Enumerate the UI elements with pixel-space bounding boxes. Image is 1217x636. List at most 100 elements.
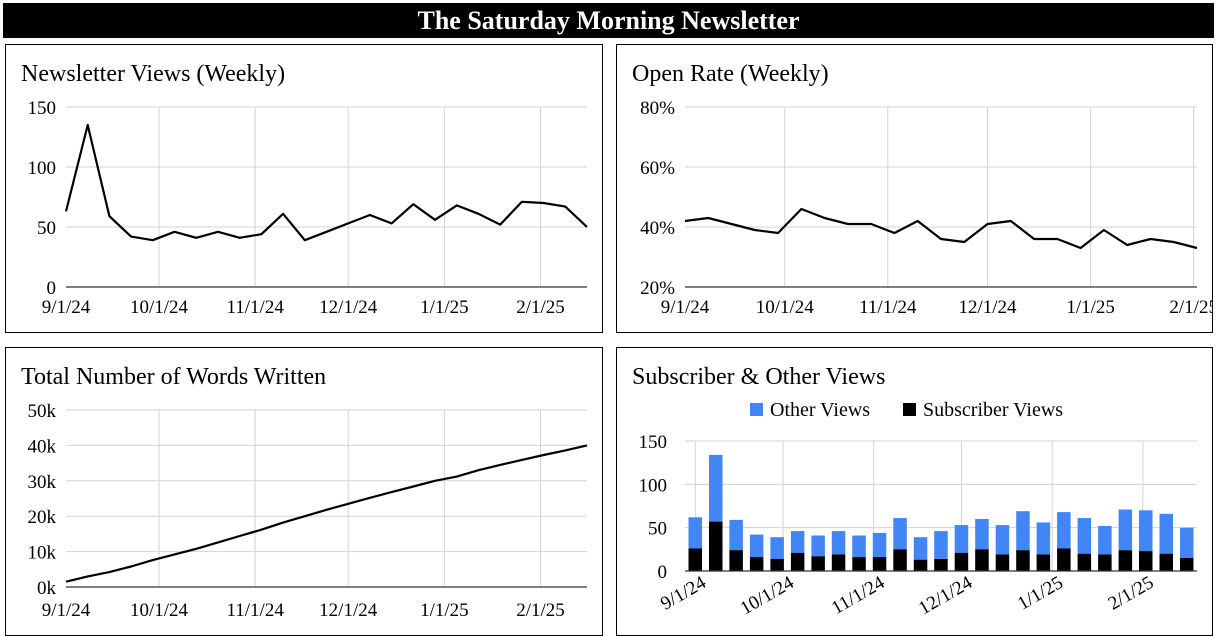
subscriber-other-chart-title: Subscriber & Other Views [632,364,885,390]
x-tick-label: 11/1/24 [226,600,284,621]
bar-other-views [975,519,989,550]
open-rate-chart-panel: Open Rate (Weekly) 20% 40% 60% 80% 9/1/24 10/… [616,44,1213,333]
views-chart-title: Newsletter Views (Weekly) [21,61,285,87]
y-tick-label: 80% [640,98,675,119]
bar-subscriber-views [1036,554,1051,571]
open-rate-chart: Open Rate (Weekly) 20% 40% 60% 80% 9/1/24 10/… [632,61,1212,318]
legend-label-other-views: Other Views [770,399,870,421]
bar-other-views [1180,527,1194,558]
bar-subscriber-views [729,550,743,571]
bar-other-views [729,519,743,551]
legend-label-subscriber-views: Subscriber Views [923,399,1063,421]
x-tick-label: 9/1/24 [661,297,710,318]
bar-other-views [1098,525,1112,555]
open-rate-chart-title: Open Rate (Weekly) [632,61,829,87]
bar-other-views [852,535,866,558]
y-tick-label: 60% [640,158,675,179]
series-line [684,207,1198,250]
bar-subscriber-views [1098,554,1112,571]
bar-other-views [872,532,887,558]
bar-other-views [995,525,1010,555]
bar-other-views [1118,509,1133,551]
y-tick-label: 50 [37,218,56,239]
bar-other-views [811,535,825,557]
bar-other-views [1159,513,1173,554]
bar-subscriber-views [934,558,948,571]
x-tick-label: 10/1/24 [130,297,189,318]
x-tick-label: 11/1/24 [226,297,284,318]
x-tick-label: 9/1/24 [42,600,91,621]
x-tick-label: 1/1/25 [1014,572,1067,614]
bar-other-views [934,531,948,559]
x-tick-label: 11/1/24 [859,297,917,318]
bar-subscriber-views [709,521,723,571]
y-tick-label: 30k [28,472,57,493]
bar-subscriber-views [1180,558,1194,571]
x-tick-label: 10/1/24 [737,572,798,619]
bar-subscriber-views [1016,550,1030,571]
x-tick-label: 12/1/24 [915,572,976,619]
views-chart-panel: Newsletter Views (Weekly) 0 50 100 150 9/1/2… [5,44,603,333]
y-tick-label: 0k [37,578,57,599]
bar-other-views [1036,522,1051,555]
bar-other-views [688,517,702,549]
bar-subscriber-views [1057,548,1071,571]
bar-subscriber-views [1118,550,1133,571]
bar-other-views [790,531,805,553]
y-tick-label: 100 [28,158,57,179]
bar-other-views [770,537,784,559]
y-tick-label: 150 [28,98,57,119]
y-tick-label: 50k [28,401,57,422]
y-tick-label: 40k [28,436,57,457]
y-tick-label: 10k [28,543,57,564]
x-tick-label: 11/1/24 [828,572,889,619]
x-tick-label: 2/1/25 [516,600,565,621]
legend-swatch-other-views [750,403,763,416]
x-tick-label: 2/1/25 [1169,297,1212,318]
bar-subscriber-views [954,552,969,571]
bar-subscriber-views [913,559,928,571]
words-chart-title: Total Number of Words Written [21,364,326,390]
series-line [65,444,588,583]
bar-subscriber-views [975,549,989,571]
bar-other-views [749,534,764,558]
x-tick-label: 2/1/25 [516,297,565,318]
x-tick-label: 12/1/24 [959,297,1018,318]
bar-subscriber-views [995,554,1010,571]
bar-subscriber-views [1077,553,1092,571]
x-tick-label: 1/1/25 [420,297,469,318]
bar-other-views [831,531,846,555]
bar-subscriber-views [893,549,907,571]
words-chart: Total Number of Words Written 0k 10k 20k 30… [21,364,588,621]
y-tick-label: 150 [639,432,668,453]
y-tick-label: 50 [648,519,667,540]
views-chart: Newsletter Views (Weekly) 0 50 100 150 9/1/2… [21,61,588,318]
bar-other-views [1077,518,1092,554]
bar-subscriber-views [770,558,784,571]
bar-other-views [1057,512,1071,549]
subscriber-other-chart-panel: Subscriber & Other Views Other Views Sub… [616,347,1213,636]
bar-other-views [954,525,969,553]
bar-other-views [913,537,928,560]
x-tick-label: 12/1/24 [319,297,378,318]
subscriber-other-chart: Subscriber & Other Views Other Views Sub… [632,364,1197,619]
bar-other-views [709,454,723,522]
bar-subscriber-views [852,557,866,571]
x-tick-label: 10/1/24 [756,297,815,318]
newsletter-title-banner: The Saturday Morning Newsletter [3,3,1214,38]
bar-subscriber-views [811,556,825,571]
y-tick-label: 0 [47,278,57,299]
y-tick-label: 20% [640,278,675,299]
bar-other-views [1139,510,1153,551]
bar-subscriber-views [688,548,702,571]
bar-other-views [893,518,907,550]
y-tick-label: 40% [640,218,675,239]
bar-subscriber-views [872,557,887,571]
bar-subscriber-views [831,554,846,571]
legend-swatch-subscriber-views [903,403,916,416]
bar-subscriber-views [790,552,805,571]
y-tick-label: 0 [658,562,668,583]
x-tick-label: 1/1/25 [420,600,469,621]
x-tick-label: 2/1/25 [1105,572,1158,614]
x-tick-label: 12/1/24 [319,600,378,621]
